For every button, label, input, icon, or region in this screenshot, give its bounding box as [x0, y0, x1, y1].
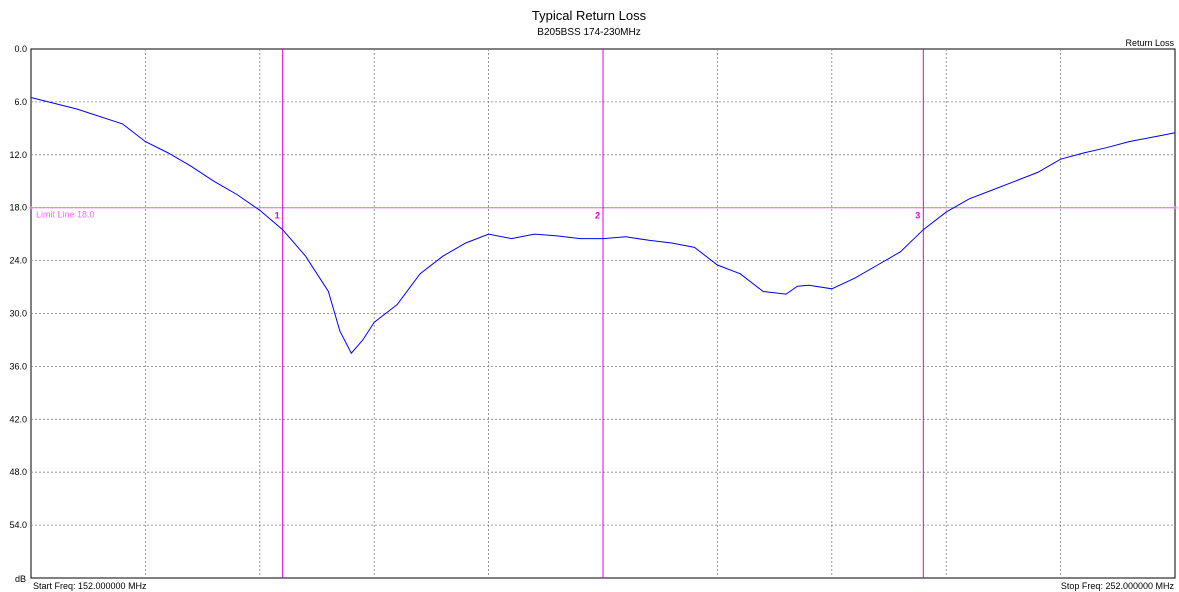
y-tick-label: 18.0 [9, 203, 27, 213]
y-tick-labels: 0.0 6.0 12.0 18.0 24.0 30.0 36.0 42.0 48.0 54.0 [9, 44, 27, 530]
limit-line-right-handle[interactable] [1173, 206, 1177, 210]
marker-label-3: 3 [915, 211, 920, 221]
chart-subtitle: B205BSS 174-230MHz [537, 27, 640, 38]
y-axis-label: dB [15, 574, 26, 584]
y-tick-label: 24.0 [9, 256, 27, 266]
series-label: Return Loss [1125, 38, 1174, 48]
y-tick-label: 0.0 [14, 44, 27, 54]
limit-line-left-handle[interactable] [29, 206, 33, 210]
markers: 1 2 3 [275, 49, 924, 578]
marker-label-1: 1 [275, 211, 280, 221]
start-freq-label: Start Freq: 152.000000 MHz [33, 581, 147, 591]
chart-title: Typical Return Loss [532, 8, 647, 23]
y-tick-label: 54.0 [9, 520, 27, 530]
stop-freq-label: Stop Freq: 252.000000 MHz [1061, 581, 1175, 591]
y-tick-label: 48.0 [9, 467, 27, 477]
y-tick-label: 42.0 [9, 414, 27, 424]
return-loss-trace [30, 97, 1176, 355]
y-tick-label: 30.0 [9, 309, 27, 319]
marker-label-2: 2 [595, 211, 600, 221]
y-tick-label: 12.0 [9, 150, 27, 160]
limit-line-label: Limit Line 18.0 [36, 210, 95, 220]
y-tick-label: 36.0 [9, 361, 27, 371]
y-tick-label: 6.0 [14, 97, 27, 107]
